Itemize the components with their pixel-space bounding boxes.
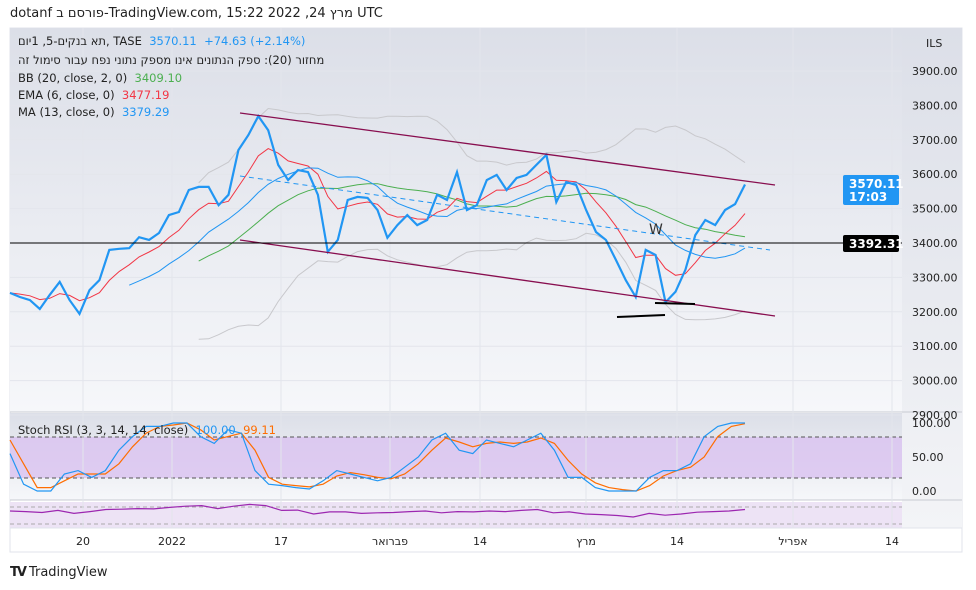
stoch-tick: 50.00 [912,451,944,464]
price-tick: 2900.00 [912,409,958,422]
time-tick: 17 [274,535,288,548]
stoch-band [10,437,902,478]
channel-upper-line[interactable] [239,112,776,186]
time-tick: פברואר [372,535,408,548]
ema-legend[interactable]: EMA (6, close, 0) 3477.19 [18,88,169,102]
price-tick: 3800.00 [912,99,958,112]
stoch-k-line[interactable] [9,422,745,492]
time-tick: 14 [885,535,899,548]
last-price: 3570.11 [849,177,904,191]
price-tick: 3100.00 [912,340,958,353]
symbol-price: 3570.11 [149,34,197,48]
logo-icon: TV [10,565,27,580]
bb-label: BB (20, close, 2, 0) [18,71,128,85]
support-line-2[interactable] [654,302,696,305]
bb-value: 3409.10 [134,71,183,85]
line-price-badge [843,235,899,252]
main-pane [10,28,902,412]
price-tick: 3600.00 [912,168,958,181]
symbol-change: +74.63 (+2.14%) [204,34,306,48]
time-tick: 2022 [158,535,186,548]
ma-line[interactable] [129,167,746,286]
ema-value: 3477.19 [121,88,170,102]
volume-note: מחזור (20): ספק הנתונים אינו מספק נתוני … [18,53,325,67]
bb-legend[interactable]: BB (20, close, 2, 0) 3409.10 [18,71,182,85]
w-annotation[interactable]: W [649,222,663,238]
price-tick: 3900.00 [912,65,958,78]
stoch-d-line[interactable] [9,422,746,492]
countdown: 17:03 [849,190,887,204]
tradingview-logo[interactable]: TV TradingView [10,565,107,580]
ema-label: EMA (6, close, 0) [18,88,115,102]
stoch-k-value: 100.00 [195,423,236,437]
time-tick: 14 [670,535,684,548]
chart[interactable]: W 20 2022 17 פברואר 14 מרץ 14 אפריל 14 3900.00 380… [0,0,976,560]
support-line-1[interactable] [616,314,666,318]
bb-basis-line[interactable] [198,183,746,262]
symbol-legend[interactable]: תא בנקים-5, 1יום, TASE 3570.11 +74.63 (+… [18,34,305,48]
ma-label: MA (13, close, 0) [18,105,115,119]
currency-label: ILS [926,37,942,50]
price-tick: 3200.00 [912,306,958,319]
price-tick: 3300.00 [912,271,958,284]
stoch-d-value: 99.11 [243,423,276,437]
ma-legend[interactable]: MA (13, close, 0) 3379.29 [18,105,170,119]
time-tick: 14 [473,535,487,548]
time-tick: מרץ [576,535,596,548]
bb-lower-line[interactable] [198,232,746,340]
ema-line[interactable] [9,148,746,302]
bb-upper-line[interactable] [198,107,746,184]
stoch-label: Stoch RSI (3, 3, 14, 14, close) [18,423,189,437]
price-tick: 3400.00 [912,237,958,250]
price-tick: 3000.00 [912,375,958,388]
time-tick: 20 [76,535,90,548]
price-line[interactable] [9,113,746,317]
stoch-tick: 0.00 [912,485,937,498]
brand-name: TradingView [28,565,108,580]
symbol-name: תא בנקים-5, 1יום, TASE [18,34,142,48]
price-axis[interactable] [902,28,962,528]
last-price-badge [843,175,899,205]
stoch-legend[interactable]: Stoch RSI (3, 3, 14, 14, close) 100.00 9… [18,423,276,437]
stoch-tick: 100.00 [912,417,951,430]
price-tick: 3500.00 [912,203,958,216]
time-tick: אפריל [778,535,807,548]
price-tick: 3700.00 [912,134,958,147]
oscillator-line[interactable] [9,503,746,518]
trend-dashed-line[interactable] [239,175,771,251]
ma-value: 3379.29 [121,105,170,119]
chart-title: dotanf פורסם ב-TradingView.com, 15:22 20… [10,6,383,21]
line-price: 3392.31 [849,237,904,251]
